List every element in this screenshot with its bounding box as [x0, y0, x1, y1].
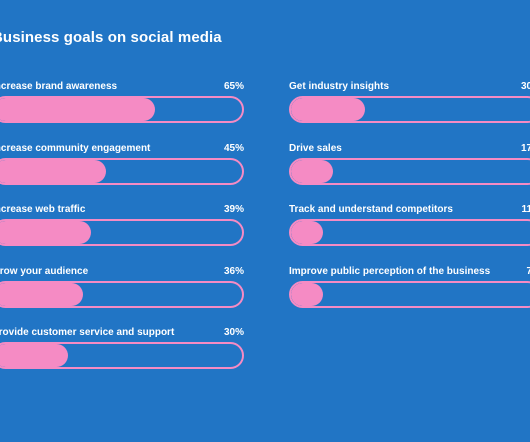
bar-fill — [291, 282, 323, 306]
bar-label: Grow your audience — [0, 265, 89, 277]
bar-fill — [0, 98, 156, 121]
bar-value-label: 17% — [520, 142, 530, 154]
bar-item: Provide customer service and support 30% — [0, 327, 244, 373]
bar-item: Track and understand competitors 11% — [289, 204, 530, 250]
bar-track — [0, 280, 244, 308]
bar-value-label: 39% — [223, 204, 244, 215]
bar-label: Improve public perception of the busines… — [289, 265, 491, 277]
bar-item: Drive sales 17% — [289, 143, 530, 189]
bar-fill — [291, 221, 323, 244]
bar-value-label: 30% — [520, 81, 530, 92]
bar-item: Increase community engagement 45% — [0, 143, 244, 189]
bar-label: Increase web traffic — [0, 204, 86, 215]
bar-value-label: 36% — [223, 265, 244, 277]
bar-value-label: 7% — [526, 265, 530, 277]
bar-label: Drive sales — [289, 142, 342, 154]
bar-fill — [0, 159, 106, 183]
bar-item: Increase brand awareness 65% — [0, 81, 244, 127]
bar-fill — [0, 221, 91, 244]
bar-fill — [0, 344, 69, 367]
bar-track — [289, 157, 530, 185]
bar-fill — [291, 98, 366, 121]
bar-value-label: 11% — [521, 204, 530, 215]
bar-label: Provide customer service and support — [0, 327, 175, 338]
bar-track — [0, 219, 244, 246]
bar-track — [289, 219, 530, 246]
bar-fill — [291, 159, 334, 183]
bar-track — [289, 96, 530, 123]
bar-fill — [0, 282, 84, 306]
bar-value-label: 45% — [223, 142, 244, 154]
chart-title: Business goals on social media — [0, 29, 222, 46]
bar-label: Track and understand competitors — [289, 204, 453, 215]
bar-track — [0, 157, 244, 185]
bar-item: Increase web traffic 39% — [0, 204, 244, 250]
bar-value-label: 65% — [223, 81, 244, 92]
bar-item: Grow your audience 36% — [0, 266, 244, 312]
bar-track — [289, 280, 530, 308]
bar-label: Get industry insights — [289, 81, 390, 92]
bar-item: Improve public perception of the busines… — [289, 266, 530, 312]
bar-item: Get industry insights 30% — [289, 81, 530, 127]
bar-track — [0, 96, 244, 123]
bar-label: Increase community engagement — [0, 142, 151, 154]
bar-track — [0, 342, 244, 369]
bar-value-label: 30% — [223, 327, 244, 338]
bar-label: Increase brand awareness — [0, 81, 118, 92]
